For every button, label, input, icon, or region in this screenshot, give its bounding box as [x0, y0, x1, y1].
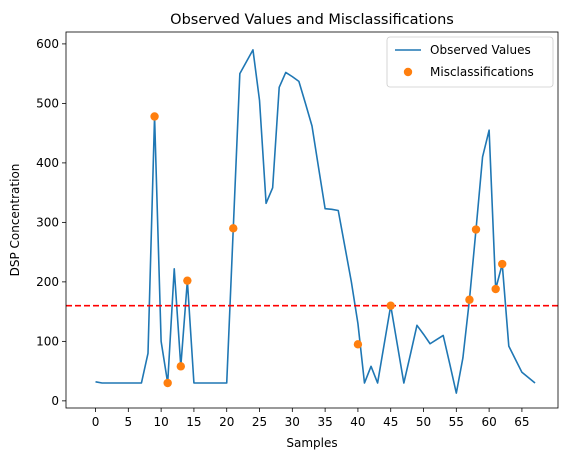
x-tick-label: 45 — [383, 415, 398, 429]
misclassification-point — [183, 276, 192, 285]
y-axis: 0 100 200 300 400 500 600 — [36, 37, 66, 408]
y-tick-label: 600 — [36, 37, 59, 51]
misclassification-point — [491, 284, 500, 294]
legend-frame — [386, 36, 554, 88]
x-tick-label: 60 — [481, 415, 496, 429]
chart-title: Observed Values and Misclassifications — [170, 12, 454, 28]
x-tick-label: 0 — [92, 415, 100, 429]
x-axis: 0 5 10 15 20 25 30 35 40 45 50 55 60 65 — [92, 408, 530, 429]
misclassification-point — [386, 301, 395, 310]
y-tick-label: 400 — [36, 156, 59, 170]
x-tick-label: 35 — [317, 415, 332, 429]
x-tick-label: 5 — [124, 415, 132, 429]
misclassification-point — [229, 224, 238, 233]
misclassification-point — [163, 378, 172, 388]
legend-label-misclassifications: Misclassifications — [430, 65, 534, 79]
x-tick-label: 10 — [153, 415, 168, 429]
misclassification-point — [150, 112, 159, 121]
x-axis-title: Samples — [286, 436, 337, 450]
x-tick-label: 15 — [186, 415, 201, 429]
legend-marker-swatch — [403, 67, 413, 77]
y-tick-label: 0 — [51, 394, 59, 408]
x-tick-label: 55 — [449, 415, 464, 429]
y-tick-label: 100 — [36, 334, 59, 348]
legend: Observed Values Misclassifications — [386, 36, 554, 88]
y-axis-title: DSP Concentration — [8, 164, 22, 277]
misclassification-point — [176, 362, 185, 371]
plot-area — [66, 32, 558, 408]
misclassification-point — [353, 340, 363, 349]
x-tick-label: 20 — [219, 415, 234, 429]
x-tick-label: 30 — [285, 415, 300, 429]
legend-label-observed: Observed Values — [430, 43, 531, 57]
y-tick-label: 200 — [36, 275, 59, 289]
y-tick-label: 500 — [36, 96, 59, 110]
misclassification-point — [498, 259, 507, 269]
misclassification-point — [471, 225, 481, 234]
plot-content — [66, 49, 558, 394]
x-tick-label: 40 — [350, 415, 365, 429]
y-tick-label: 300 — [36, 215, 59, 229]
observed-values-line — [95, 49, 536, 394]
x-tick-label: 25 — [252, 415, 267, 429]
x-tick-label: 65 — [514, 415, 529, 429]
plot-border — [65, 31, 559, 409]
misclassification-point — [465, 295, 474, 304]
x-tick-label: 50 — [416, 415, 431, 429]
